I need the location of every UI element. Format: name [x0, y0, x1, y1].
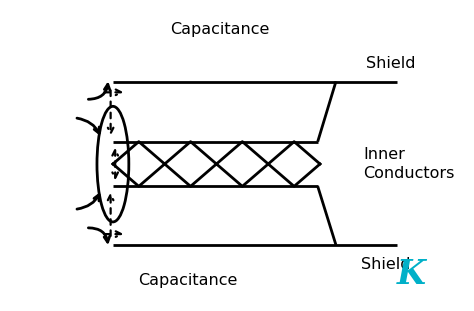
- Text: K: K: [397, 258, 426, 291]
- Text: Shield: Shield: [361, 258, 410, 272]
- Text: Shield: Shield: [365, 56, 415, 71]
- Text: Capacitance: Capacitance: [170, 22, 269, 37]
- Text: Capacitance: Capacitance: [138, 273, 237, 288]
- Text: Inner
Conductors: Inner Conductors: [363, 147, 455, 181]
